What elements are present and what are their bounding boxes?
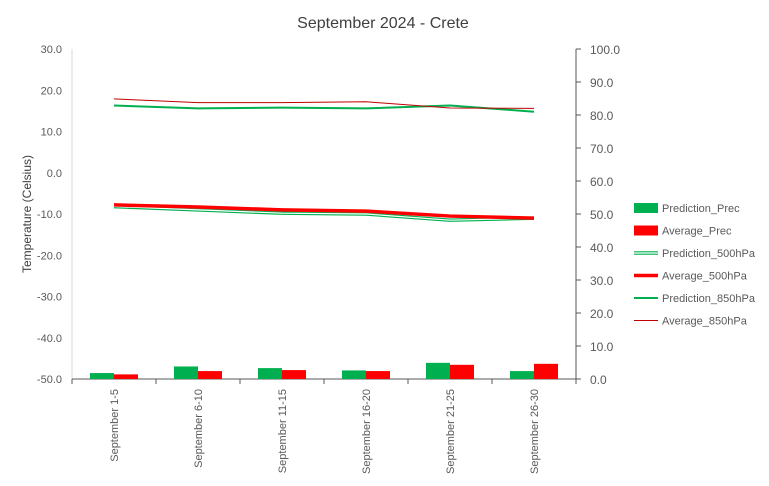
bar-prediction-prec <box>258 368 282 379</box>
x-tick-label: September 11-15 <box>277 389 289 473</box>
bar-prediction-prec <box>90 373 114 379</box>
bar-average-prec <box>282 370 306 379</box>
bar-prediction-prec <box>342 370 366 379</box>
bar-average-prec <box>534 363 558 379</box>
legend-prediction-850hpa-label: Prediction_850hPa <box>662 293 756 305</box>
y2-tick-label: 10.0 <box>590 340 614 354</box>
legend: Prediction_Prec Average_Prec Prediction_50… <box>634 203 756 328</box>
x-tick-label: September 16-20 <box>361 389 373 474</box>
y2-tick-label: 40.0 <box>590 241 614 255</box>
y-tick-label: -40.0 <box>37 333 62 345</box>
y-tick-label: 0.0 <box>47 168 62 180</box>
y2-tick-label: 50.0 <box>590 208 614 222</box>
bar-prediction-prec <box>426 362 450 379</box>
chart-title: September 2024 - Crete <box>297 15 469 32</box>
y-tick-label: 20.0 <box>41 85 62 97</box>
x-tick-label: September 26-30 <box>529 389 541 474</box>
legend-prediction-500hpa-label: Prediction_500hPa <box>662 248 756 260</box>
legend-average-500hpa-label: Average_500hPa <box>662 271 748 283</box>
y-tick-label: -10.0 <box>37 209 62 221</box>
x-tick-label: September 1-5 <box>109 389 121 462</box>
y-tick-label: 30.0 <box>41 44 62 56</box>
y-tick-label: -30.0 <box>37 292 62 304</box>
y2-tick-label: 0.0 <box>590 373 607 387</box>
x-tick-label: September 6-10 <box>193 389 205 468</box>
bar-average-prec <box>450 364 474 379</box>
bar-prediction-prec <box>510 371 534 379</box>
bar-average-prec <box>198 371 222 379</box>
y2-tick-label: 70.0 <box>590 142 614 156</box>
y-tick-label: 10.0 <box>41 127 62 139</box>
line-prediction-850hpa <box>113 104 535 113</box>
y2-tick-label: 100.0 <box>590 43 620 57</box>
bar-average-prec <box>366 371 390 379</box>
legend-prediction-prec-label: Prediction_Prec <box>662 203 740 215</box>
bar-prediction-prec <box>174 366 198 379</box>
legend-prediction-prec-swatch <box>634 203 658 213</box>
legend-average-prec-label: Average_Prec <box>662 226 732 238</box>
y2-tick-label: 80.0 <box>590 109 614 123</box>
line-prediction-500hpa-inner <box>113 205 535 221</box>
y-axis-label: Temperature (Celsius) <box>20 155 34 273</box>
y2-tick-label: 30.0 <box>590 274 614 288</box>
x-tick-label: September 21-25 <box>445 389 457 474</box>
plot-area: 30.0 20.0 10.0 0.0 -10.0 -20.0 -30.0 -40.0 -50.0… <box>37 43 620 474</box>
y2-tick-label: 90.0 <box>590 76 614 90</box>
line-average-850hpa <box>113 98 535 109</box>
y-tick-label: -50.0 <box>37 374 62 386</box>
y2-tick-label: 20.0 <box>590 307 614 321</box>
legend-average-prec-swatch <box>634 225 658 236</box>
y-tick-label: -20.0 <box>37 250 62 262</box>
y2-tick-label: 60.0 <box>590 175 614 189</box>
legend-average-850hpa-label: Average_850hPa <box>662 316 748 328</box>
line-average-500hpa <box>113 203 535 220</box>
bar-average-prec <box>114 374 138 379</box>
